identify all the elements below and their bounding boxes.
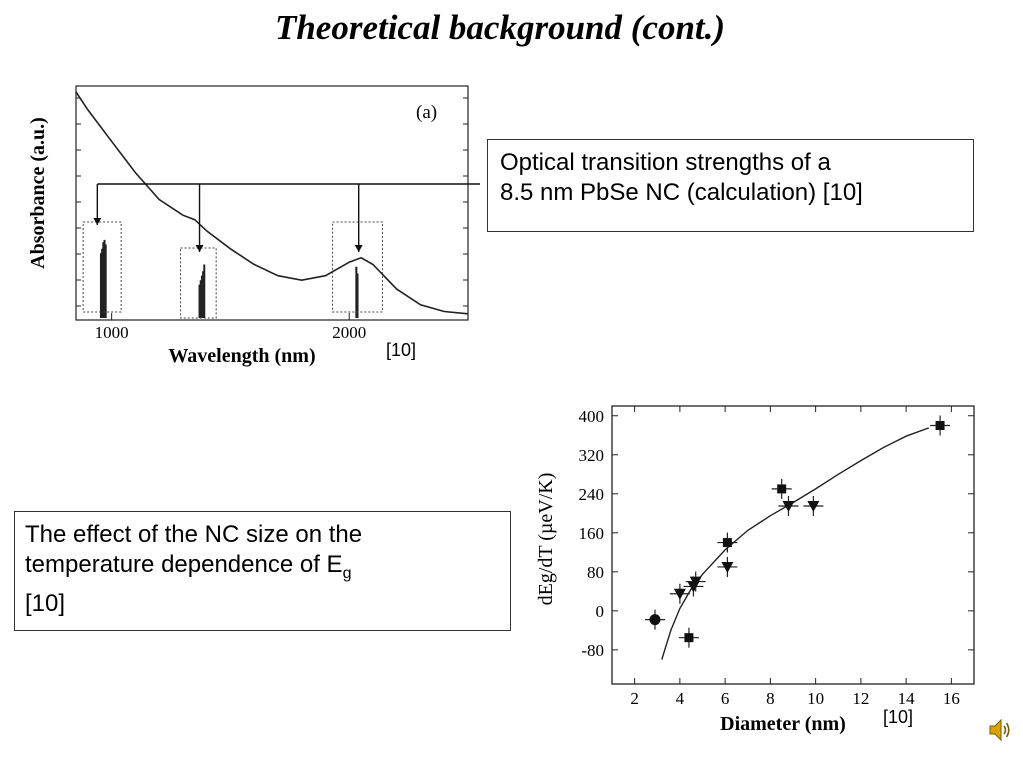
caption-line-3: [10]: [25, 589, 66, 617]
data-point-triangle: [782, 500, 795, 512]
subscript-g: g: [342, 564, 352, 582]
x-tick-label: 1000: [95, 323, 129, 342]
absorbance-curve: [75, 91, 469, 315]
y-tick-label: 0: [596, 602, 605, 621]
plot-frame: [611, 405, 975, 685]
transition-highlight-box: [332, 221, 383, 313]
arrowhead: [93, 218, 102, 225]
caption-line-2-text: temperature dependence of E: [25, 551, 343, 578]
transition-highlight-box: [180, 247, 217, 319]
bandgap-temperature-chart: 2 4 6 8 10 12 14 16 400 320 240 160 80 0 -80 Diameter (…: [535, 405, 975, 735]
plot-frame: [75, 85, 469, 321]
caption-line-1: Optical transition strengths of a: [500, 149, 831, 176]
y-tick-label: 320: [579, 446, 605, 465]
x-tick-label: 6: [721, 689, 730, 708]
data-point-square: [684, 633, 694, 643]
x-tick-label: 16: [943, 689, 960, 708]
speaker-icon[interactable]: [988, 717, 1012, 743]
data-point-triangle: [807, 500, 820, 512]
x-tick-label: 10: [807, 689, 824, 708]
slide-title: Theoretical background (cont.): [274, 8, 726, 47]
caption-line-2: 8.5 nm PbSe NC (calculation) [10]: [500, 179, 863, 206]
absorbance-chart: 1000 2000 Wavelength (nm) Absorbance (a.u.)…: [27, 85, 480, 367]
reference-label-2: [10]: [883, 707, 914, 727]
data-point-triangle: [721, 561, 734, 573]
panel-label: (a): [416, 102, 437, 123]
x-tick-label: 2: [630, 689, 639, 708]
size-effect-caption: The effect of the NC size on the tempera…: [14, 511, 511, 631]
data-point-triangle: [689, 576, 702, 588]
y-axis-label: dEg/dT (µeV/K): [535, 473, 557, 606]
y-axis-label: Absorbance (a.u.): [27, 117, 49, 269]
optical-transition-caption: Optical transition strengths of a 8.5 nm…: [487, 139, 974, 232]
y-tick-label: 80: [587, 563, 604, 582]
data-point-square: [722, 538, 732, 548]
x-axis-label: Wavelength (nm): [168, 345, 315, 367]
fit-curve: [661, 427, 930, 660]
reference-label-1: [10]: [386, 340, 417, 360]
y-tick-label: 160: [579, 524, 605, 543]
y-tick-label: 400: [579, 407, 605, 426]
x-axis-label: Diameter (nm): [720, 713, 846, 735]
caption-line-2: temperature dependence of Eg: [25, 550, 500, 589]
caption-line-1: The effect of the NC size on the: [25, 521, 363, 548]
x-tick-label: 2000: [332, 323, 366, 342]
data-point-square: [777, 484, 787, 494]
x-tick-label: 4: [676, 689, 685, 708]
x-tick-label: 14: [898, 689, 916, 708]
y-tick-label: -80: [581, 641, 604, 660]
x-tick-label: 12: [852, 689, 869, 708]
data-point-triangle: [673, 588, 686, 600]
data-point-circle: [649, 614, 661, 626]
x-tick-label: 8: [766, 689, 775, 708]
arrowhead: [354, 245, 363, 252]
y-tick-label: 240: [579, 485, 605, 504]
data-point-square: [935, 421, 945, 431]
arrowhead: [195, 245, 204, 252]
